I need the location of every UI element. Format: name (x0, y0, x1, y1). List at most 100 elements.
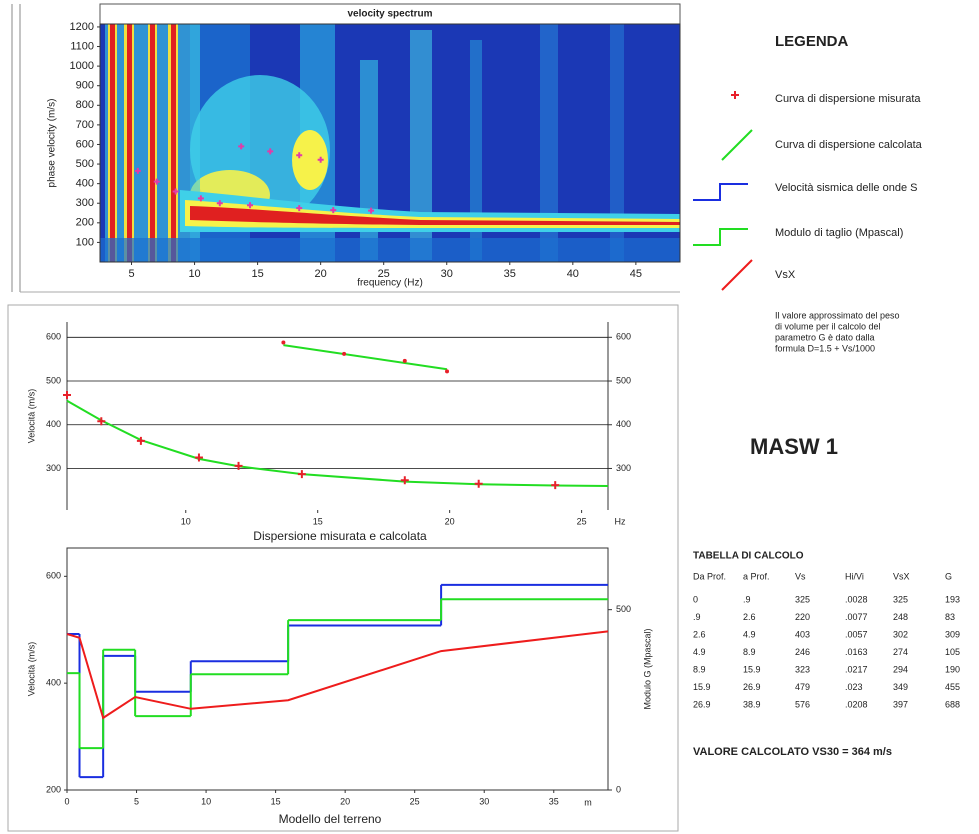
y-tick-label: 300 (76, 197, 94, 209)
x-axis-label: Modello del terreno (279, 812, 382, 826)
y-tick-label: 1100 (70, 40, 94, 52)
table-cell: 190 (945, 664, 960, 674)
table-cell: 4.9 (743, 629, 756, 639)
x-tick-label: 25 (410, 796, 420, 806)
table-cell: 4.9 (693, 647, 706, 657)
legend-item: VsX (775, 269, 796, 281)
data-point (134, 167, 141, 174)
data-point (281, 340, 286, 345)
table-header: VsX (893, 571, 910, 581)
note-line: formula D=1.5 + Vs/1000 (775, 343, 875, 353)
legend-icon (731, 91, 739, 99)
spectrum-image (100, 24, 680, 262)
data-point (63, 391, 71, 400)
table-cell: .0208 (845, 699, 868, 709)
x-tick-label: 10 (181, 516, 191, 526)
table-header: Da Prof. (693, 571, 726, 581)
table-header: G (945, 571, 952, 581)
x-unit: m (584, 797, 592, 807)
table-title: TABELLA DI CALCOLO (693, 551, 804, 562)
data-point (296, 205, 303, 212)
table-cell: 15.9 (743, 664, 761, 674)
table-cell: 323 (795, 664, 810, 674)
y-tick-label: 300 (46, 463, 61, 473)
x-tick-label: 35 (549, 796, 559, 806)
y-tick-label: 500 (76, 158, 94, 170)
x-tick-label: 15 (313, 516, 323, 526)
table-cell: 38.9 (743, 699, 761, 709)
x-axis-label: frequency (Hz) (357, 278, 423, 289)
data-point (368, 207, 375, 214)
data-point (172, 188, 179, 195)
table-cell: 2.6 (693, 629, 706, 639)
data-point (317, 156, 324, 163)
x-tick-label: 10 (188, 268, 200, 280)
table-cell: .9 (693, 612, 701, 622)
table-cell: 193 (945, 594, 960, 604)
table-header: Vs (795, 571, 806, 581)
x-tick-label: 35 (504, 268, 516, 280)
y-tick-label: 100 (76, 236, 94, 248)
y-tick-label: 800 (76, 99, 94, 111)
x-tick-label: 20 (445, 516, 455, 526)
table-cell: 309 (945, 629, 960, 639)
y-tick-label: 600 (76, 138, 94, 150)
legend-icon (721, 129, 753, 161)
x-tick-label: 20 (315, 268, 327, 280)
y-tick-label: 400 (46, 419, 61, 429)
table-cell: 83 (945, 612, 955, 622)
y-tick-label: 1000 (70, 60, 94, 72)
table-cell: 397 (893, 699, 908, 709)
y-tick-label: 1200 (70, 21, 94, 33)
table-cell: .0057 (845, 629, 868, 639)
x-tick-label: 0 (64, 796, 69, 806)
legend-item: Modulo di taglio (Mpascal) (775, 227, 903, 239)
table-cell: 26.9 (743, 682, 761, 692)
x-tick-label: 25 (577, 516, 587, 526)
legend-icon (693, 183, 748, 201)
y-axis-label: Velocità (m/s) (26, 389, 36, 444)
table-cell: 8.9 (743, 647, 756, 657)
y-tick-label: 500 (46, 375, 61, 385)
y-tick-label: 700 (76, 119, 94, 131)
y-tick-label: 200 (76, 217, 94, 229)
data-point (297, 470, 306, 479)
y-tick-label: 600 (46, 332, 61, 342)
table-cell: 8.9 (693, 664, 706, 674)
plot-frame (66, 547, 609, 791)
legend-icon (693, 228, 748, 246)
table-cell: 248 (893, 612, 908, 622)
chart-title: velocity spectrum (347, 9, 432, 20)
x-tick-label: 20 (340, 796, 350, 806)
legend-item: Curva di dispersione misurata (775, 93, 921, 105)
data-line (66, 630, 609, 720)
data-point (234, 461, 243, 470)
data-point (247, 202, 254, 209)
legend-icon (721, 259, 753, 291)
y-axis-label: Velocità (m/s) (26, 642, 36, 697)
x-tick-label: 5 (128, 268, 134, 280)
x-tick-label: 5 (134, 796, 139, 806)
legend-title: LEGENDA (775, 33, 849, 50)
x-tick-label: 30 (479, 796, 489, 806)
x-unit: Hz (615, 516, 626, 526)
table-cell: 0 (693, 594, 698, 604)
table-cell: 325 (795, 594, 810, 604)
table: Da Prof. a Prof. Vs Hi/Vi VsX G 0 .9 325 .0028 325… (693, 571, 960, 709)
data-point (194, 453, 203, 462)
data-point (238, 143, 245, 150)
y-tick-label: 600 (46, 571, 61, 581)
y2-tick-label: 500 (616, 604, 631, 614)
data-point (400, 476, 409, 485)
table-cell: 274 (893, 647, 908, 657)
y-axis-label: phase velocity (m/s) (47, 99, 58, 188)
table-cell: 479 (795, 682, 810, 692)
panel-frame (7, 304, 679, 832)
y2-axis-label: Modulo G (Mpascal) (642, 628, 652, 709)
table-cell: 302 (893, 629, 908, 639)
data-line (283, 344, 448, 371)
table-header: Hi/Vi (845, 571, 864, 581)
data-point (153, 178, 160, 185)
legend-item: Velocità sismica delle onde S (775, 182, 917, 194)
table-header: a Prof. (743, 571, 770, 581)
